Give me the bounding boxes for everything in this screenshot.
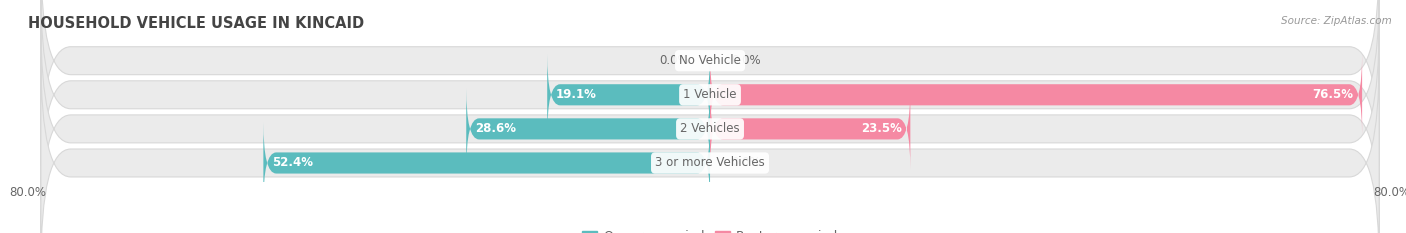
FancyBboxPatch shape: [710, 54, 1362, 135]
Text: 1 Vehicle: 1 Vehicle: [683, 88, 737, 101]
Text: 0.0%: 0.0%: [731, 157, 761, 169]
Text: 52.4%: 52.4%: [271, 157, 314, 169]
Text: 23.5%: 23.5%: [860, 122, 901, 135]
Text: 0.0%: 0.0%: [659, 54, 689, 67]
Text: No Vehicle: No Vehicle: [679, 54, 741, 67]
Text: 3 or more Vehicles: 3 or more Vehicles: [655, 157, 765, 169]
FancyBboxPatch shape: [41, 24, 1379, 233]
FancyBboxPatch shape: [547, 54, 710, 135]
Text: Source: ZipAtlas.com: Source: ZipAtlas.com: [1281, 16, 1392, 26]
FancyBboxPatch shape: [710, 88, 910, 169]
Text: 0.0%: 0.0%: [731, 54, 761, 67]
FancyBboxPatch shape: [41, 0, 1379, 200]
Legend: Owner-occupied, Renter-occupied: Owner-occupied, Renter-occupied: [576, 225, 844, 233]
Text: 2 Vehicles: 2 Vehicles: [681, 122, 740, 135]
FancyBboxPatch shape: [467, 88, 710, 169]
FancyBboxPatch shape: [263, 122, 710, 204]
Text: 28.6%: 28.6%: [475, 122, 516, 135]
Text: HOUSEHOLD VEHICLE USAGE IN KINCAID: HOUSEHOLD VEHICLE USAGE IN KINCAID: [28, 16, 364, 31]
Text: 19.1%: 19.1%: [555, 88, 596, 101]
FancyBboxPatch shape: [41, 0, 1379, 166]
FancyBboxPatch shape: [41, 58, 1379, 233]
Text: 76.5%: 76.5%: [1313, 88, 1354, 101]
